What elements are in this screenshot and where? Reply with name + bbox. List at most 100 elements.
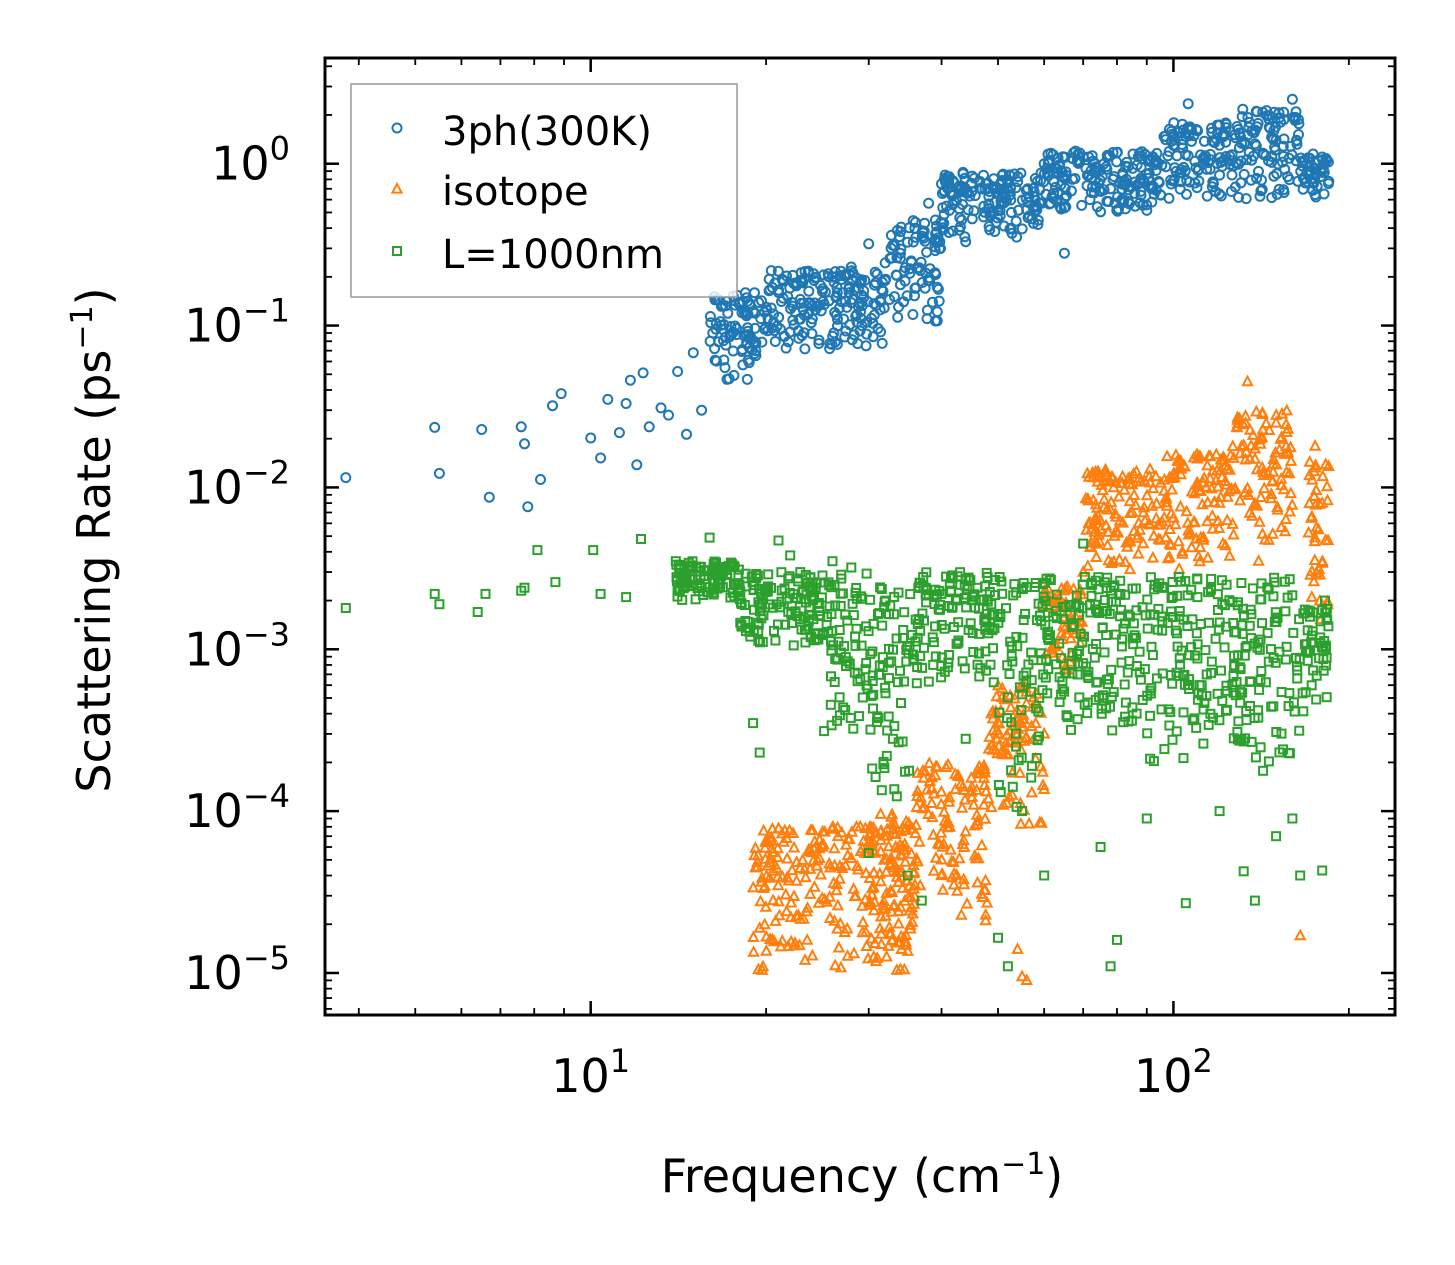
data-point: [994, 707, 1005, 718]
data-point: [1262, 582, 1273, 593]
data-point: [849, 889, 863, 901]
data-point: [1095, 206, 1107, 218]
data-point: [1221, 680, 1232, 691]
data-point: [1155, 514, 1169, 527]
data-point: [1206, 521, 1220, 534]
data-point: [989, 196, 1001, 208]
data-point: [1259, 416, 1273, 429]
data-point: [769, 325, 780, 337]
data-point: [1248, 441, 1262, 454]
data-point: [1250, 404, 1263, 417]
data-point: [776, 567, 787, 578]
data-point: [1031, 753, 1042, 763]
data-point: [1166, 593, 1177, 604]
data-point: [841, 848, 855, 861]
tick-labels: 101 102 100 10−1 10−2 10−3 10−4 10−5: [184, 130, 1213, 1103]
data-point: [965, 618, 976, 629]
data-point: [974, 176, 986, 187]
data-point: [1107, 725, 1118, 736]
data-point: [1305, 173, 1317, 185]
data-point: [894, 962, 907, 975]
data-point: [806, 632, 817, 643]
data-point: [1210, 463, 1224, 476]
data-point: [941, 200, 952, 212]
data-point: [976, 183, 988, 195]
data-point: [1250, 140, 1262, 152]
data-point: [909, 282, 921, 294]
data-point: [1303, 454, 1316, 467]
data-point: [1257, 618, 1268, 629]
y-tick-label: 10−1: [184, 292, 290, 353]
data-point: [911, 854, 924, 867]
data-point: [933, 295, 945, 307]
data-point: [1266, 156, 1278, 168]
data-point: [909, 222, 921, 234]
data-point: [1123, 562, 1137, 575]
data-point: [921, 246, 933, 258]
data-point: [1286, 93, 1298, 105]
data-point: [1137, 199, 1149, 211]
data-point: [776, 596, 787, 607]
data-point: [1182, 621, 1193, 631]
data-point: [1176, 544, 1189, 557]
data-point: [1323, 621, 1334, 632]
data-point: [983, 191, 995, 202]
data-point: [1270, 457, 1283, 470]
data-point: [1008, 168, 1020, 180]
data-point: [765, 599, 776, 610]
data-point: [1159, 530, 1173, 543]
data-point: [955, 908, 968, 920]
data-point: [1198, 738, 1209, 749]
data-point: [787, 889, 801, 901]
data-point: [1241, 706, 1252, 716]
data-point: [873, 866, 887, 879]
data-point: [1099, 647, 1110, 658]
data-point: [889, 784, 900, 795]
data-point: [983, 730, 996, 742]
data-point: [1149, 469, 1163, 482]
data-point: [1123, 184, 1135, 196]
data-point: [936, 672, 947, 683]
data-point: [951, 638, 962, 649]
data-point: [691, 561, 702, 572]
data-point: [1145, 710, 1156, 721]
data-point: [786, 601, 797, 612]
data-point: [1169, 517, 1182, 530]
data-point: [966, 213, 978, 225]
data-point: [863, 826, 877, 838]
data-point: [1123, 609, 1134, 620]
data-point: [1016, 223, 1028, 235]
data-point: [1235, 177, 1247, 189]
data-point: [815, 279, 826, 291]
data-point: [340, 472, 352, 484]
data-point: [899, 607, 910, 618]
data-point: [754, 599, 765, 610]
data-point: [877, 620, 888, 631]
data-point: [882, 939, 895, 951]
data-point: [1228, 671, 1239, 681]
data-point: [1221, 489, 1234, 502]
data-point: [800, 637, 811, 648]
data-point: [891, 633, 902, 644]
data-point: [771, 841, 784, 854]
data-point: [1034, 731, 1044, 742]
data-point: [1159, 744, 1170, 755]
data-point: [1314, 653, 1325, 664]
data-point: [955, 184, 967, 196]
data-point: [1283, 701, 1294, 712]
data-point: [936, 588, 947, 599]
data-point: [865, 724, 876, 735]
data-point: [1248, 127, 1260, 139]
data-point: [1216, 575, 1227, 586]
data-point: [869, 266, 881, 278]
data-point: [1087, 181, 1098, 193]
data-point: [1011, 741, 1022, 752]
data-point: [835, 296, 847, 308]
data-point: [1224, 150, 1236, 162]
data-point: [1006, 651, 1017, 662]
data-point: [1118, 482, 1131, 495]
data-point: [1255, 460, 1269, 473]
data-point: [840, 705, 851, 715]
data-point: [856, 274, 868, 286]
data-point: [1026, 772, 1037, 783]
